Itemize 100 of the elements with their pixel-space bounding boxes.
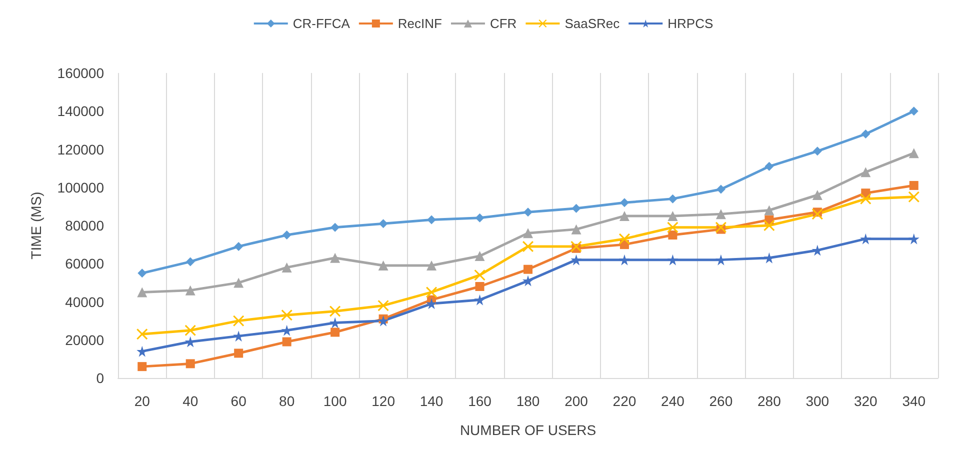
- point: [330, 306, 341, 317]
- point: [570, 240, 582, 252]
- point: [572, 204, 581, 213]
- x-tick-label: 100: [323, 393, 347, 409]
- point: [184, 324, 196, 336]
- x-tick-label: 340: [902, 393, 926, 409]
- point: [475, 213, 484, 222]
- point: [764, 162, 774, 171]
- point: [186, 257, 195, 266]
- point: [668, 210, 678, 221]
- point: [571, 224, 582, 234]
- point: [378, 219, 388, 228]
- y-tick-label: 120000: [57, 141, 104, 158]
- point: [812, 190, 822, 200]
- point: [282, 262, 292, 272]
- point: [281, 310, 292, 321]
- legend-label: SaaSRec: [564, 16, 620, 31]
- legend-label: CFR: [490, 16, 517, 31]
- point: [474, 251, 485, 261]
- point: [137, 287, 148, 298]
- point: [860, 233, 872, 244]
- point: [233, 315, 244, 326]
- x-tick-label: 320: [854, 393, 878, 409]
- x-tick-label: 280: [757, 393, 782, 409]
- x-tick-label: 120: [372, 393, 396, 409]
- point: [427, 215, 436, 224]
- point: [378, 300, 389, 312]
- point: [234, 242, 244, 251]
- point: [522, 275, 534, 286]
- point: [667, 254, 678, 266]
- x-tick-label: 60: [230, 393, 247, 409]
- point: [524, 208, 532, 217]
- point: [861, 130, 870, 138]
- legend-label: HRPCS: [668, 16, 714, 31]
- point: [909, 180, 918, 190]
- point: [908, 233, 920, 244]
- y-tick-label: 160000: [57, 65, 104, 81]
- x-tick-label: 180: [516, 393, 540, 409]
- point: [860, 193, 872, 204]
- x-tick-label: 80: [279, 393, 295, 409]
- point: [716, 209, 726, 220]
- y-tick-label: 60000: [65, 256, 104, 272]
- point: [186, 359, 195, 368]
- y-tick-label: 100000: [57, 179, 104, 196]
- point: [618, 233, 630, 244]
- point: [668, 230, 678, 240]
- point: [234, 348, 244, 358]
- point: [618, 254, 630, 266]
- point: [138, 268, 147, 278]
- point: [909, 106, 918, 116]
- point: [908, 191, 920, 202]
- point: [523, 228, 533, 238]
- x-tick-label: 260: [709, 393, 733, 409]
- point: [522, 240, 534, 252]
- point: [860, 167, 871, 178]
- point: [330, 222, 340, 232]
- x-tick-label: 220: [612, 393, 636, 409]
- x-tick-label: 140: [420, 393, 444, 409]
- point: [330, 252, 340, 263]
- point: [282, 337, 292, 346]
- point: [524, 264, 532, 274]
- x-tick-label: 200: [564, 393, 588, 409]
- point: [619, 210, 630, 221]
- y-tick-label: 20000: [65, 332, 104, 348]
- x-tick-label: 300: [806, 393, 830, 409]
- point: [474, 270, 486, 281]
- point: [282, 230, 292, 240]
- point: [475, 282, 484, 291]
- point: [668, 194, 678, 204]
- x-tick-label: 20: [134, 393, 150, 409]
- point: [667, 222, 678, 233]
- point: [812, 146, 822, 156]
- point: [715, 222, 726, 233]
- y-tick-label: 40000: [65, 294, 104, 310]
- point: [716, 184, 726, 194]
- point: [330, 328, 340, 337]
- point: [764, 220, 775, 231]
- point: [136, 328, 148, 340]
- y-tick-label: 140000: [57, 103, 104, 120]
- y-tick-label: 80000: [65, 218, 104, 234]
- y-axis-title: TIME (MS): [28, 192, 44, 260]
- point: [426, 298, 438, 310]
- point: [570, 254, 582, 266]
- point: [764, 205, 774, 216]
- x-tick-label: 240: [661, 393, 685, 409]
- x-tick-label: 40: [182, 393, 198, 409]
- point: [474, 294, 486, 306]
- x-axis-title: NUMBER OF USERS: [460, 422, 596, 438]
- point: [812, 208, 823, 220]
- legend-label: RecINF: [398, 16, 442, 31]
- point: [426, 260, 437, 271]
- point: [426, 286, 438, 298]
- point: [908, 148, 919, 158]
- point: [185, 285, 196, 296]
- x-tick-label: 160: [468, 393, 492, 409]
- point: [378, 315, 389, 326]
- point: [378, 260, 388, 271]
- point: [620, 198, 629, 208]
- legend-label: CR-FFCA: [292, 16, 350, 31]
- point: [138, 362, 147, 372]
